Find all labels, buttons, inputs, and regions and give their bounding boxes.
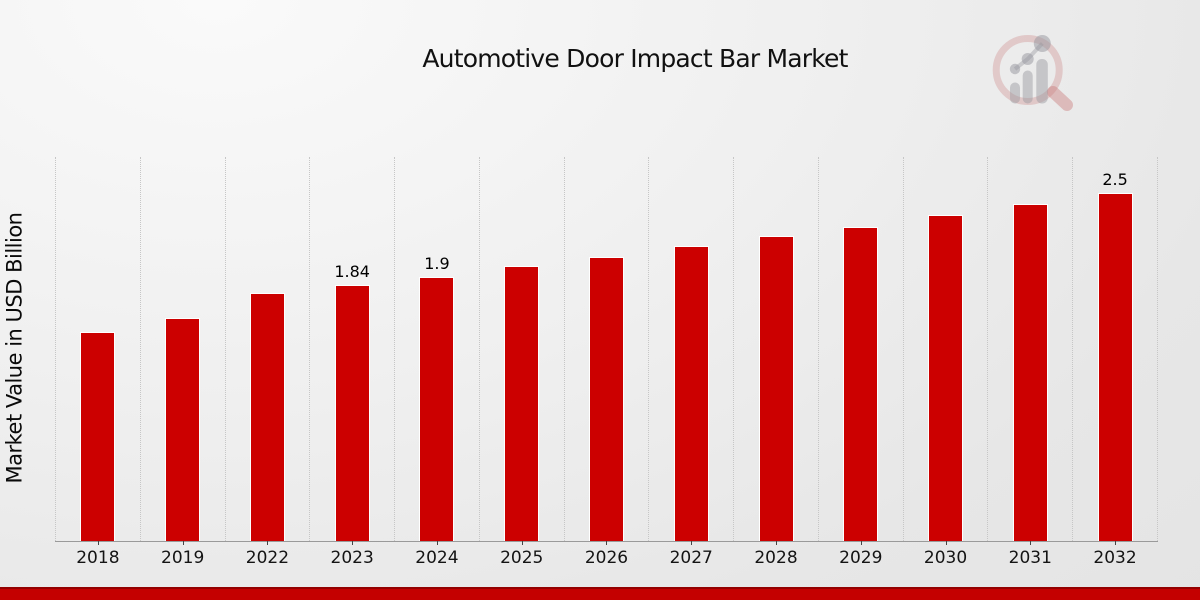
bar-2031 [1012,204,1048,541]
category-band: 2019 [139,157,225,568]
category-band: 2018 [55,157,140,568]
x-axis-tick [182,541,184,545]
category-band: 2026 [563,157,649,568]
footer-accent-band [0,587,1200,600]
plot-area: 2018 2019 2022 1.84 2023 1.9 2024 2025 2026 2027 2… [55,157,1158,568]
x-axis-tick [945,541,947,545]
chart-title: Automotive Door Impact Bar Market [422,44,848,73]
x-tick-label-2029: 2029 [839,548,883,568]
category-band: 2031 [987,157,1072,568]
x-axis-tick [1030,541,1032,545]
x-tick-label-2023: 2023 [330,548,374,568]
bar-value-label-2023: 1.84 [334,262,370,281]
bar-2023 [334,285,370,541]
x-tick-label-2018: 2018 [76,548,120,568]
x-tick-label-2028: 2028 [754,548,798,568]
x-tick-label-2022: 2022 [245,548,290,568]
x-axis-tick [1115,541,1117,545]
bar-2026 [588,257,624,541]
x-tick-label-2024: 2024 [415,548,459,568]
bar-value-label-2024: 1.9 [424,254,450,273]
bar-2032 [1097,193,1133,541]
category-band: 2025 [478,157,564,568]
x-axis-tick [606,541,608,545]
magnifier-bar-chart-logo-icon [992,35,1073,111]
x-tick-label-2027: 2027 [669,548,713,568]
category-band: 1.84 2023 [309,157,394,568]
category-band: 1.9 2024 [394,157,479,568]
x-tick-label-2026: 2026 [584,548,629,568]
y-axis-label: Market Value in USD Billion [2,212,27,484]
bar-2018 [80,332,116,541]
x-tick-label-2030: 2030 [923,548,968,568]
bar-2027 [673,246,709,541]
x-axis-tick [860,541,862,545]
x-axis-tick [436,541,438,545]
category-band: 2029 [817,157,903,568]
bar-2030 [928,215,964,541]
bar-value-label-2032: 2.5 [1102,170,1128,189]
bar-2029 [843,227,879,541]
bar-2019 [165,318,201,541]
x-tick-label-2019: 2019 [161,548,205,568]
x-axis-tick [776,541,777,545]
x-axis-tick [352,541,354,545]
x-tick-label-2025: 2025 [500,548,544,568]
bar-2022 [249,293,285,541]
category-band: 2.5 2032 [1072,157,1158,568]
bar-2028 [758,236,794,541]
category-band: 2028 [733,157,818,568]
x-axis-tick [267,541,269,545]
x-axis-tick [521,541,523,545]
x-tick-label-2032: 2032 [1093,548,1137,568]
bar-2025 [504,266,540,541]
bar-2024 [419,277,455,541]
category-band: 2022 [224,157,310,568]
x-axis-tick [97,541,99,545]
category-band: 2030 [902,157,988,568]
category-band: 2027 [648,157,733,568]
x-axis-tick [691,541,693,545]
x-tick-label-2031: 2031 [1008,548,1052,568]
